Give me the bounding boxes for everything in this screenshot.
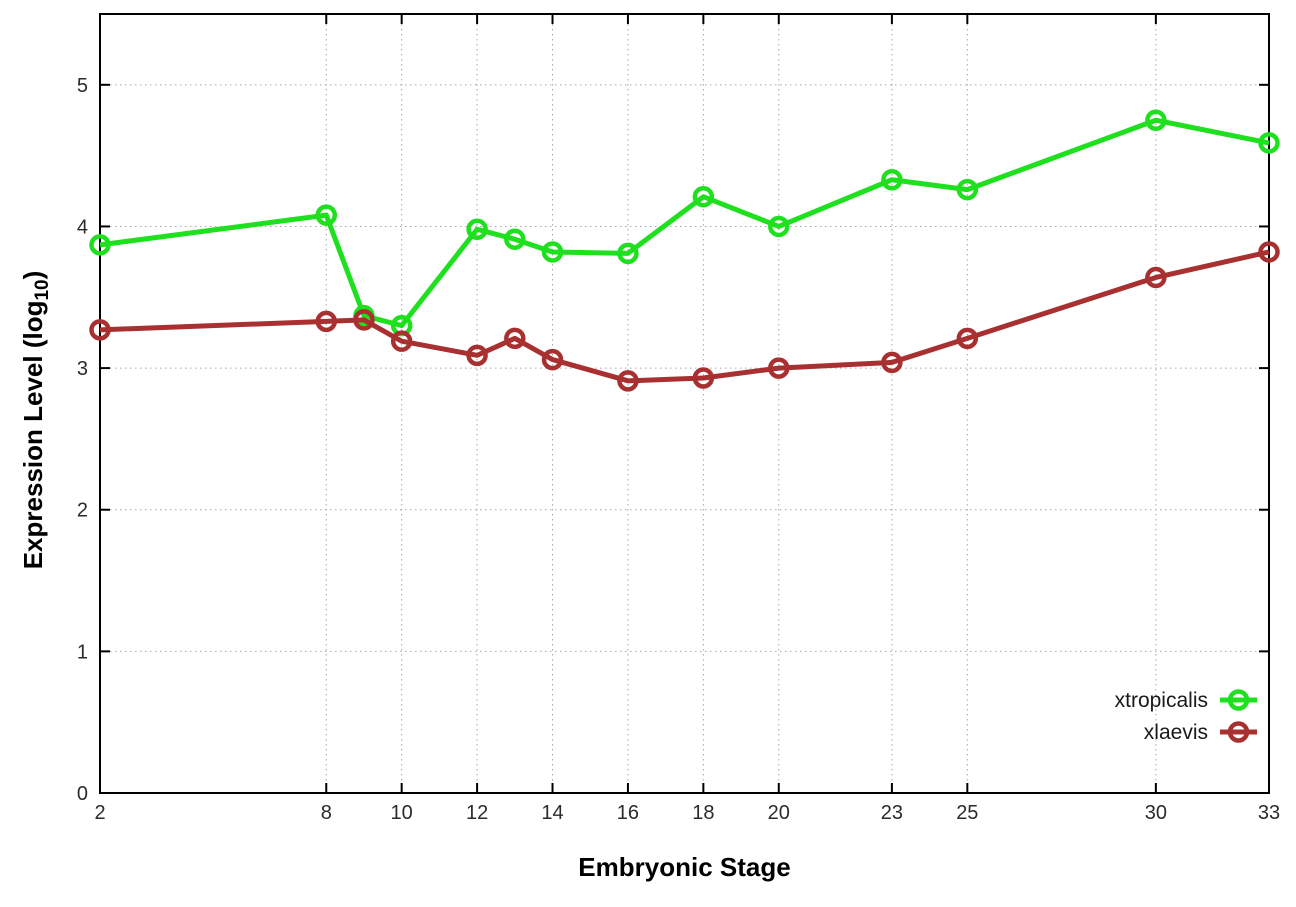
series-xlaevis-point — [1258, 241, 1280, 263]
legend-marker-xlaevis — [1227, 721, 1250, 743]
y-axis-title-subscript: 10 — [32, 279, 54, 301]
series-xlaevis-point — [692, 367, 715, 389]
y-axis-title-close: ) — [17, 270, 48, 280]
series-xtropicalis-point — [1258, 132, 1280, 154]
series-xlaevis-point — [315, 310, 338, 333]
x-tick-label: 8 — [321, 802, 332, 824]
legend-marker-xtropicalis — [1227, 689, 1250, 711]
series-xlaevis-point — [353, 309, 375, 331]
plot-border — [99, 13, 1270, 794]
x-tick-label: 20 — [768, 802, 790, 824]
series-xtropicalis-point — [768, 215, 790, 238]
series-xlaevis-point — [956, 327, 979, 350]
series-xtropicalis-point — [89, 234, 111, 256]
legend-label-xlaevis: xlaevis — [1144, 721, 1208, 744]
series-xlaevis-point — [881, 351, 903, 374]
legend-label-xtropicalis: xtropicalis — [1115, 689, 1208, 712]
y-tick-label: 3 — [77, 358, 88, 380]
series-xlaevis-point — [504, 327, 526, 350]
series-xlaevis-point — [768, 357, 790, 379]
x-tick-label: 23 — [881, 802, 903, 824]
x-axis-title: Embryonic Stage — [578, 852, 791, 882]
x-tick-label: 33 — [1258, 802, 1280, 824]
series-xtropicalis-point — [617, 242, 639, 265]
x-tick-label: 25 — [956, 802, 978, 824]
y-tick-label: 5 — [77, 75, 88, 97]
series-xlaevis-point — [466, 344, 488, 367]
series-xlaevis-point — [390, 330, 413, 352]
series-xtropicalis-point — [692, 185, 715, 208]
series-xlaevis-point — [541, 348, 564, 371]
y-tick-label: 0 — [77, 783, 88, 805]
series-xtropicalis-point — [956, 178, 979, 201]
series-xtropicalis-point — [504, 228, 526, 250]
x-tick-label: 10 — [391, 802, 413, 824]
x-tick-label: 14 — [541, 802, 563, 824]
series-xlaevis-line — [99, 249, 1270, 384]
series-xlaevis-point — [89, 319, 111, 341]
x-tick-label: 30 — [1145, 802, 1167, 824]
series-xtropicalis-point — [1145, 109, 1167, 131]
x-tick-label: 12 — [466, 802, 488, 824]
series-xtropicalis-point — [466, 218, 488, 241]
y-axis-title: Expression Level (log10) — [18, 271, 54, 570]
x-tick-label: 16 — [617, 802, 639, 824]
series-xtropicalis-point — [541, 241, 564, 263]
y-tick-label: 1 — [77, 641, 88, 663]
y-tick-label: 2 — [77, 500, 88, 522]
series-xtropicalis-line — [99, 117, 1270, 329]
series-xlaevis-point — [617, 370, 639, 392]
series-xtropicalis-point — [315, 204, 338, 226]
y-tick-label: 4 — [77, 216, 88, 238]
x-tick-label: 18 — [692, 802, 714, 824]
x-tick-label: 2 — [94, 802, 105, 824]
series-xtropicalis-point — [881, 168, 903, 191]
y-axis-title-text: Expression Level (log — [17, 300, 48, 570]
series-xlaevis-point — [1145, 266, 1167, 289]
